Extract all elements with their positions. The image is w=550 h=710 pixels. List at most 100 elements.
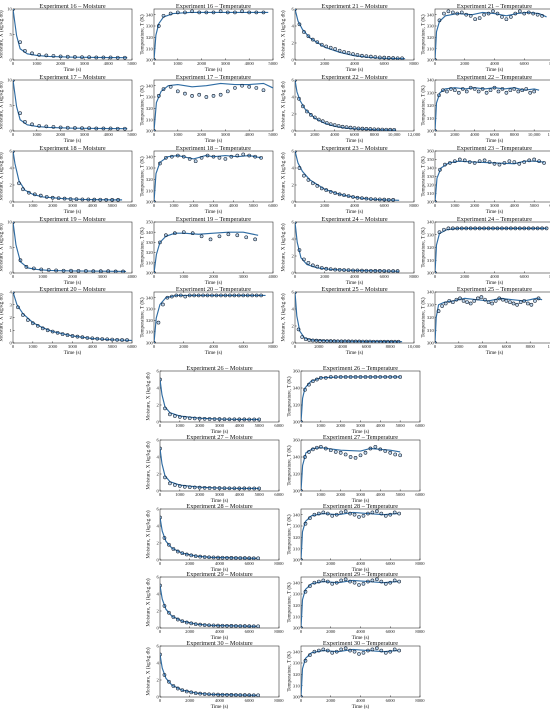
x-tick-label: 2000 [197,132,207,137]
measured-point [178,415,182,419]
x-tick-label: 4000 [376,492,386,497]
measured-point [370,510,375,515]
measured-point [189,621,194,626]
measured-point [348,511,352,516]
measured-point [389,339,394,343]
x-tick-label: 5000 [268,61,278,66]
measured-point [87,55,91,60]
measured-point [453,88,457,93]
measured-point [323,446,328,451]
measured-point [342,268,346,272]
y-tick-label: 350 [427,157,435,162]
measured-point [156,24,161,28]
measured-point [167,542,171,547]
chart-svg: Experiment 22 – Moisture 0 2000 4000 6000 800… [280,74,422,144]
measured-point [252,486,257,491]
y-tick-label: 310 [427,46,435,51]
measured-point [261,88,266,93]
measured-point [219,293,223,298]
measured-point [337,267,342,272]
measured-point [220,692,225,697]
plot-frame [159,370,280,423]
x-tick-label: 4000 [127,274,137,279]
measured-point [512,160,517,164]
plot-frame [12,221,133,274]
measured-point [395,269,400,273]
y-axis-label: Moisture, X (kg/kg db) [0,81,5,129]
measured-point [382,339,387,343]
measured-point [372,127,377,131]
measured-point [247,417,252,422]
measured-point [324,44,329,49]
measured-point [393,339,397,343]
measured-point [352,126,357,130]
y-tick-label: 10 [7,220,12,225]
measured-point [445,89,449,94]
measured-point [495,11,500,16]
measured-point [518,300,523,305]
measured-point [247,153,252,158]
y-tick-label: 330 [146,24,154,29]
measured-point [350,339,354,343]
measured-point [461,299,466,303]
measured-point [218,92,223,97]
measured-point [21,313,25,317]
chart-panel-exp21-temperature: Experiment 21 – Temperature 0 2000 4000 6000… [420,3,550,73]
measured-point [247,556,252,560]
x-tick-label: 0 [159,492,162,497]
measured-point [458,296,462,301]
measured-point [321,510,326,515]
measured-point [160,583,162,588]
measured-point [105,337,110,342]
measured-point [184,689,189,694]
measured-point [325,339,329,343]
x-tick-label: 6000 [245,629,255,634]
measured-point [110,198,114,202]
x-axis-label: Time (s) [64,208,82,215]
measured-point [181,230,186,235]
measured-point [334,580,339,585]
measured-point [175,10,180,15]
measured-point [397,511,401,516]
y-tick-label: 10 [7,7,12,12]
y-tick-label: 340 [146,83,154,88]
chart-panel-exp24-moisture: Experiment 24 – Moisture 0 2000 4000 6000 800… [280,216,420,286]
x-tick-label: 6000 [380,274,390,279]
chart-title: Experiment 29 – Temperature [323,571,398,578]
y-tick-label: 310 [146,46,154,51]
x-tick-label: 5000 [268,132,278,137]
measured-point [158,240,162,245]
plot-frame [294,221,415,274]
measured-point [482,226,486,231]
x-tick-label: 3000 [80,61,90,66]
measured-point [531,226,535,231]
measured-point [355,268,360,273]
measured-point [441,88,445,93]
x-tick-label: 12,000 [408,132,421,138]
measured-point [189,690,194,695]
measured-point [74,197,79,202]
y-tick-label: 360 [293,438,301,443]
measured-point [211,555,216,560]
x-axis-label: Time (s) [486,279,504,286]
measured-point [321,647,326,652]
measured-point [361,650,366,655]
measured-point [537,159,541,164]
measured-point [68,197,73,201]
measured-point [208,237,213,242]
y-axis-label: Moisture, X (kg/kg db) [0,10,5,58]
measured-point [343,339,347,343]
y-tick-label: 300 [293,558,301,563]
y-tick-label: 320 [293,672,301,677]
measured-point [235,153,240,158]
measured-point [175,89,180,94]
x-tick-label: 5000 [530,203,540,208]
measured-point [311,263,315,268]
measured-point [259,155,263,160]
measured-point [17,181,21,186]
y-tick-label: 330 [293,592,301,597]
measured-point [211,692,216,697]
measured-point [455,11,460,16]
x-tick-label: 4000 [245,132,255,137]
measured-point [435,200,437,202]
